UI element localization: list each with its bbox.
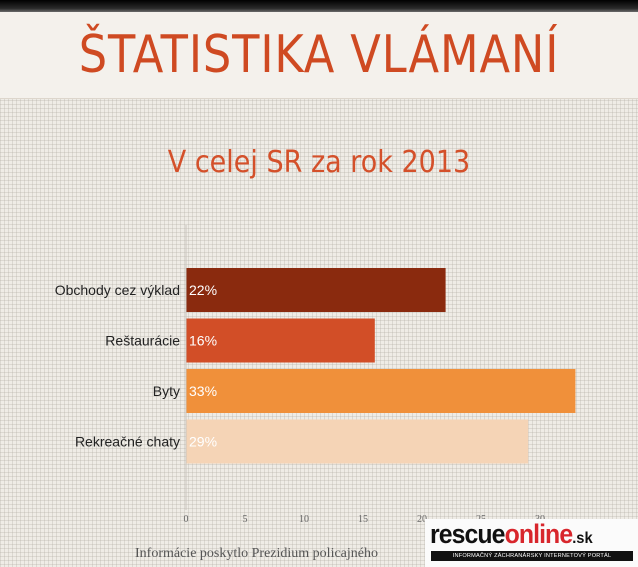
x-tick-label: 0 xyxy=(184,514,189,525)
bar-1 xyxy=(186,268,446,312)
value-label: 16% xyxy=(189,333,217,349)
value-label: 29% xyxy=(189,434,217,450)
x-tick-label: 15 xyxy=(358,514,368,525)
source-footer: Informácie poskytlo Prezidium policajnéh… xyxy=(135,546,378,561)
page-title: ŠTATISTIKA VLÁMANÍ xyxy=(78,25,560,85)
page-subtitle: V celej SR za rok 2013 xyxy=(167,145,471,180)
value-label: 33% xyxy=(189,383,217,399)
x-tick-label: 5 xyxy=(243,514,248,525)
logo-part2: online xyxy=(504,519,574,549)
title-band xyxy=(0,12,638,99)
x-tick-label: 10 xyxy=(299,514,309,525)
value-labels: 22% 16% 33% 29% xyxy=(189,282,217,450)
logo-tld: .sk xyxy=(572,530,593,547)
category-label: Reštaurácie xyxy=(105,333,180,349)
logo-part1: rescue xyxy=(430,519,506,549)
logo-wordmark: rescueonline.sk xyxy=(430,519,593,550)
category-label: Obchody cez výklad xyxy=(55,282,180,298)
logo-tagline: INFORMAČNÝ ZÁCHRANÁRSKY INTERNETOVÝ PORT… xyxy=(431,551,633,561)
value-label: 22% xyxy=(189,282,217,298)
rescueonline-logo: rescueonline.sk INFORMAČNÝ ZÁCHRANÁRSKY … xyxy=(425,519,638,567)
top-bar xyxy=(0,0,638,12)
category-labels: Obchody cez výklad Reštaurácie Byty Rekreač… xyxy=(55,282,181,450)
bar-2 xyxy=(186,318,375,363)
bar-3 xyxy=(186,369,576,413)
category-label: Rekreačné chaty xyxy=(75,434,180,450)
bars-group xyxy=(186,268,576,464)
category-label: Byty xyxy=(153,383,180,399)
x-tick-label: 20 xyxy=(417,514,427,525)
bar-4 xyxy=(186,419,529,464)
